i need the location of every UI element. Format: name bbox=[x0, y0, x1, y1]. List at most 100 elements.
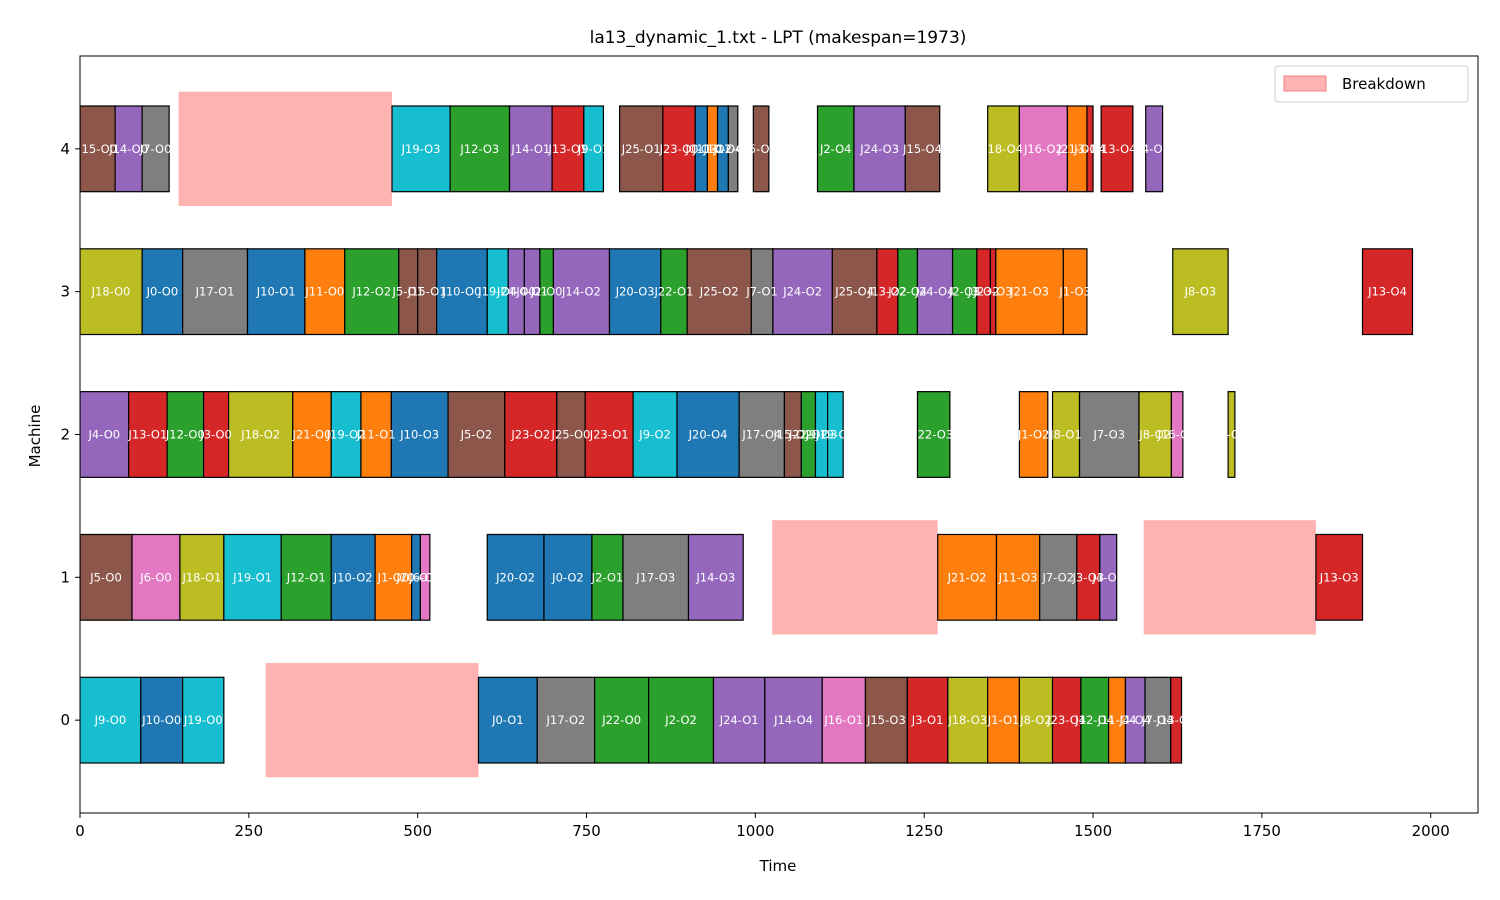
plot-area: J9-O0 J10-O0 J19-O0 J0-O1 J17-O2 J22-O0 J2-O2 J… bbox=[77, 91, 1414, 778]
task-bar bbox=[486, 533, 545, 621]
task-label: J11-O2 bbox=[692, 142, 732, 156]
task-label: J13-O3 bbox=[1319, 570, 1359, 584]
task-bar bbox=[686, 248, 752, 336]
task-bar bbox=[853, 105, 906, 193]
task-bar bbox=[330, 533, 376, 621]
task-bar bbox=[140, 676, 184, 764]
task-bar bbox=[632, 391, 678, 478]
task-label: J9-O3 bbox=[805, 428, 838, 442]
task-label: J14-O0 bbox=[108, 142, 148, 156]
task-bar bbox=[246, 248, 306, 336]
task-label: J23-O4 bbox=[1046, 713, 1086, 727]
y-tick-label: 1 bbox=[60, 568, 70, 586]
task-bar bbox=[608, 248, 662, 336]
task-label: J13-O4 bbox=[1367, 285, 1407, 299]
task-label: J0-O0 bbox=[146, 285, 179, 299]
task-bar bbox=[660, 248, 688, 336]
task-bar bbox=[1018, 105, 1068, 193]
task-label: J5-O1 bbox=[391, 285, 424, 299]
task-bar bbox=[330, 391, 362, 478]
task-label: J1-O1 bbox=[987, 713, 1020, 727]
task-label: J23-O3 bbox=[973, 285, 1013, 299]
task-bar bbox=[390, 391, 449, 478]
task-label: J12-O3 bbox=[459, 142, 499, 156]
task-label: J17-O4 bbox=[741, 428, 781, 442]
task-label: J19-O4 bbox=[477, 285, 517, 299]
x-axis-label: Time bbox=[759, 857, 797, 875]
breakdown-block bbox=[1143, 520, 1316, 635]
task-label: J1-O2 bbox=[1017, 428, 1050, 442]
task-label: J15-O0 bbox=[77, 142, 117, 156]
task-label: J2-O0 bbox=[530, 285, 563, 299]
breakdown-block bbox=[265, 663, 479, 778]
task-label: J6-O1 bbox=[408, 570, 441, 584]
task-bar bbox=[1078, 391, 1140, 478]
task-label: J23-O1 bbox=[589, 428, 629, 442]
task-label: J10-O4 bbox=[703, 142, 743, 156]
breakdown-block bbox=[772, 520, 938, 635]
x-tick-label: 750 bbox=[572, 822, 601, 840]
x-tick-label: 500 bbox=[403, 822, 432, 840]
task-label: J14-O3 bbox=[695, 570, 735, 584]
task-label: J24-O2 bbox=[782, 285, 822, 299]
task-bar bbox=[687, 533, 744, 621]
task-bar bbox=[551, 105, 585, 193]
task-label: J11-O3 bbox=[998, 570, 1038, 584]
task-label: J16-O3 bbox=[1157, 428, 1197, 442]
task-label: J10-O1 bbox=[256, 285, 296, 299]
task-bar bbox=[504, 391, 558, 478]
y-tick-label: 3 bbox=[60, 283, 70, 301]
task-label: J18-O4 bbox=[983, 142, 1023, 156]
x-tick-label: 1750 bbox=[1243, 822, 1281, 840]
task-bar bbox=[131, 533, 181, 621]
legend-label-breakdown: Breakdown bbox=[1342, 75, 1426, 93]
task-label: J11-O1 bbox=[356, 428, 396, 442]
task-label: J17-O2 bbox=[545, 713, 585, 727]
task-bar bbox=[1172, 248, 1229, 336]
task-label: J7-O1 bbox=[745, 285, 778, 299]
task-bar bbox=[987, 105, 1021, 193]
task-label: J11-O4 bbox=[1097, 713, 1137, 727]
task-bar bbox=[821, 676, 867, 764]
task-label: J25-O2 bbox=[699, 285, 739, 299]
task-label: J12-O2 bbox=[351, 285, 391, 299]
task-bar bbox=[536, 676, 596, 764]
task-bar bbox=[916, 248, 954, 336]
task-bar bbox=[648, 676, 715, 764]
x-tick-label: 1500 bbox=[1074, 822, 1112, 840]
task-label: J17-O1 bbox=[195, 285, 235, 299]
task-label: J3-O3 bbox=[1072, 570, 1105, 584]
task-bar bbox=[80, 391, 130, 478]
task-label: J13-O2 bbox=[867, 285, 907, 299]
task-bar bbox=[556, 391, 586, 478]
x-tick-label: 1250 bbox=[905, 822, 943, 840]
task-label: J20-O3 bbox=[615, 285, 655, 299]
task-bar bbox=[280, 533, 332, 621]
task-bar bbox=[449, 105, 511, 193]
legend-swatch-breakdown bbox=[1283, 75, 1327, 92]
task-label: J23-O2 bbox=[510, 428, 550, 442]
x-axis-ticks: 0 250 500 750 1000 1250 1500 1750 2000 bbox=[75, 813, 1450, 840]
task-label: J4-O3 bbox=[1091, 570, 1124, 584]
task-bar bbox=[223, 533, 282, 621]
task-label: J18-O1 bbox=[181, 570, 221, 584]
task-label: J25-O4 bbox=[834, 285, 874, 299]
task-label: J0-O2 bbox=[551, 570, 584, 584]
task-bar bbox=[622, 533, 690, 621]
task-bar bbox=[831, 248, 878, 336]
task-label: J5-O0 bbox=[89, 570, 122, 584]
task-bar bbox=[182, 676, 225, 764]
task-label: J24-O0 bbox=[496, 285, 536, 299]
task-bar bbox=[1361, 248, 1414, 336]
task-label: J13-O4 bbox=[1097, 142, 1137, 156]
task-label: J8-O3 bbox=[1184, 285, 1217, 299]
task-label: J10-O2 bbox=[333, 570, 373, 584]
y-axis-label: Machine bbox=[26, 405, 44, 468]
task-label: J9-O2 bbox=[638, 428, 671, 442]
breakdown-block bbox=[178, 91, 393, 206]
task-label: J2-O3 bbox=[948, 285, 981, 299]
task-bar bbox=[1086, 105, 1094, 193]
task-label: J12-O1 bbox=[286, 570, 326, 584]
task-label: J2-O4 bbox=[819, 142, 852, 156]
